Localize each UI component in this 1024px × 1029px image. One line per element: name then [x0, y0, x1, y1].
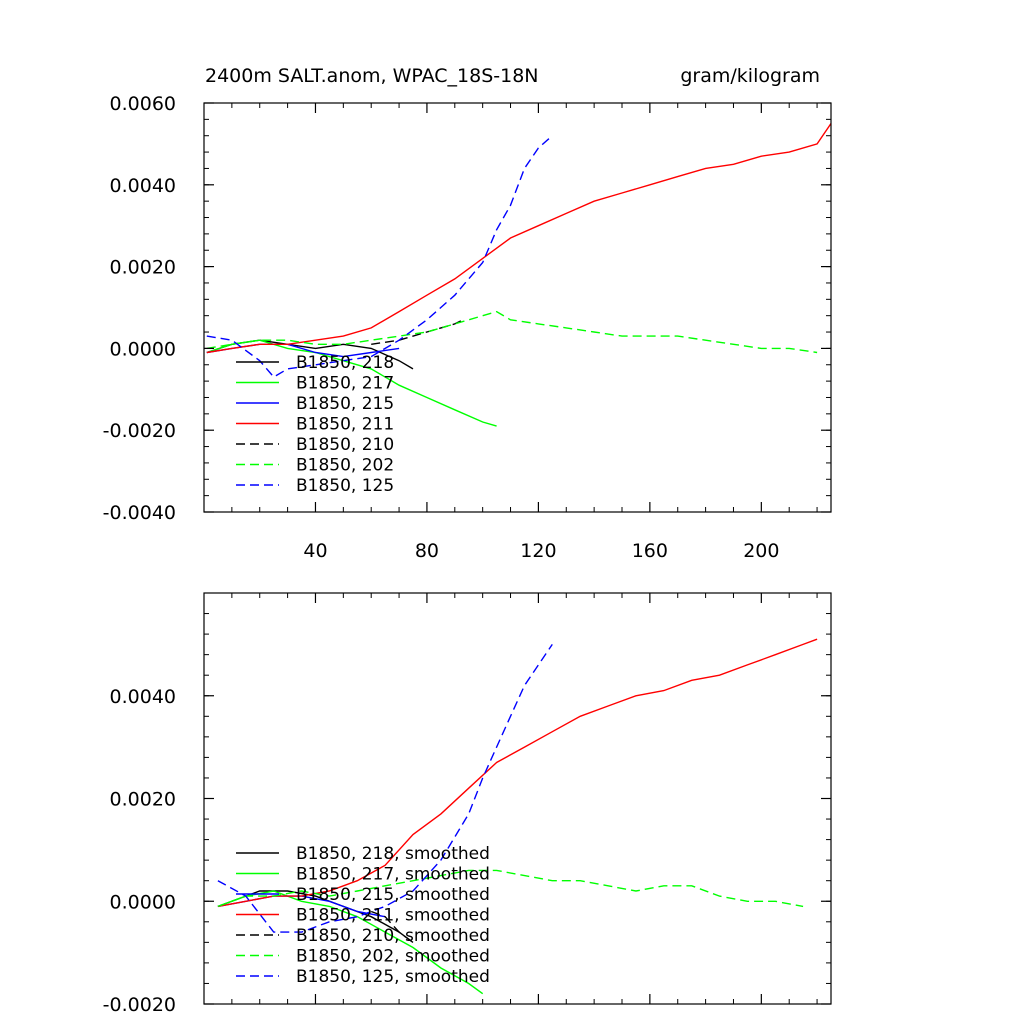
legend-label: B1850, 202 — [296, 456, 394, 476]
series-line-top-3 — [206, 123, 832, 354]
series-line-bottom-1 — [217, 890, 484, 995]
legend-label: B1850, 215, smoothed — [296, 885, 490, 905]
chart-units: gram/kilogram — [680, 65, 820, 87]
x-tick-label: 200 — [743, 540, 779, 562]
y-tick-label: 0.0020 — [110, 257, 176, 279]
series-line-top-6 — [206, 135, 553, 378]
y-tick-label: 0.0040 — [110, 175, 176, 197]
top-panel: -0.0040 -0.0020 0.0000 0.0020 0.0040 0.0060 40… — [103, 93, 832, 562]
series-line-bottom-6 — [217, 644, 553, 933]
chart-title: 2400m SALT.anom, WPAC_18S-18N — [205, 65, 539, 87]
series-line-top-5 — [206, 310, 818, 354]
legend-label: B1850, 218 — [296, 353, 394, 373]
legend-label: B1850, 217, smoothed — [296, 865, 490, 885]
legend-label: B1850, 217 — [296, 374, 394, 394]
legend-label: B1850, 210, smoothed — [296, 926, 490, 946]
series-line-bottom-3 — [217, 638, 818, 908]
legend-label: B1850, 210 — [296, 435, 394, 455]
legend-label: B1850, 202, smoothed — [296, 947, 490, 967]
plot-frame — [203, 102, 832, 513]
x-tick-label: 160 — [632, 540, 668, 562]
bottom-panel: -0.0020 0.0000 0.0020 0.0040 B1850, 218, smo… — [103, 592, 832, 1016]
y-tick-label: -0.0020 — [103, 994, 176, 1016]
y-tick-label: 0.0020 — [110, 789, 176, 811]
series-line-bottom-5 — [217, 869, 804, 908]
series-line-bottom-4 — [370, 910, 414, 943]
legend-label: B1850, 215 — [296, 394, 394, 414]
legend-label: B1850, 125 — [296, 476, 394, 496]
legend-label: B1850, 211, smoothed — [296, 906, 490, 926]
legend-label: B1850, 218, smoothed — [296, 844, 490, 864]
y-tick-label: 0.0040 — [110, 686, 176, 708]
y-tick-label: -0.0020 — [103, 420, 176, 442]
x-tick-label: 80 — [415, 540, 439, 562]
legend-label: B1850, 211 — [296, 415, 394, 435]
x-tick-label: 120 — [520, 540, 556, 562]
x-tick-label: 40 — [303, 540, 327, 562]
legend-label: B1850, 125, smoothed — [296, 967, 490, 987]
y-tick-label: 0.0000 — [110, 338, 176, 360]
y-tick-label: 0.0060 — [110, 93, 176, 115]
y-tick-label: -0.0040 — [103, 502, 176, 524]
y-tick-label: 0.0000 — [110, 891, 176, 913]
series-line-top-4 — [371, 319, 464, 345]
